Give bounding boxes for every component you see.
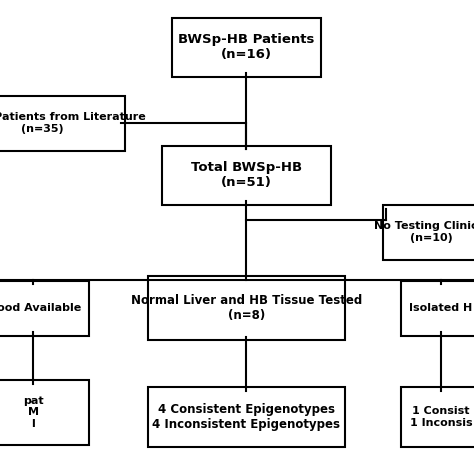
Text: 4 Consistent Epigenotypes
4 Inconsistent Epigenotypes: 4 Consistent Epigenotypes 4 Inconsistent…: [153, 403, 340, 431]
Text: No Testing Clinical
(n=10): No Testing Clinical (n=10): [374, 221, 474, 243]
Text: Blood Available: Blood Available: [0, 303, 82, 313]
Text: Normal Liver and HB Tissue Tested
(n=8): Normal Liver and HB Tissue Tested (n=8): [131, 294, 362, 322]
FancyBboxPatch shape: [401, 281, 474, 336]
FancyBboxPatch shape: [148, 276, 345, 340]
Text: BWS-HB Patients from Literature
(n=35): BWS-HB Patients from Literature (n=35): [0, 112, 146, 134]
FancyBboxPatch shape: [401, 387, 474, 447]
FancyBboxPatch shape: [383, 205, 474, 260]
Text: Isolated H: Isolated H: [409, 303, 473, 313]
Text: BWSp-HB Patients
(n=16): BWSp-HB Patients (n=16): [178, 33, 315, 62]
FancyBboxPatch shape: [0, 281, 89, 336]
FancyBboxPatch shape: [0, 96, 125, 151]
Text: Total BWSp-HB
(n=51): Total BWSp-HB (n=51): [191, 161, 302, 190]
Text: 1 Consist
1 Inconsis: 1 Consist 1 Inconsis: [410, 406, 472, 428]
FancyBboxPatch shape: [162, 146, 331, 205]
FancyBboxPatch shape: [148, 387, 345, 447]
FancyBboxPatch shape: [172, 18, 321, 77]
FancyBboxPatch shape: [0, 380, 89, 445]
Text: pat
M
l: pat M l: [23, 396, 44, 429]
